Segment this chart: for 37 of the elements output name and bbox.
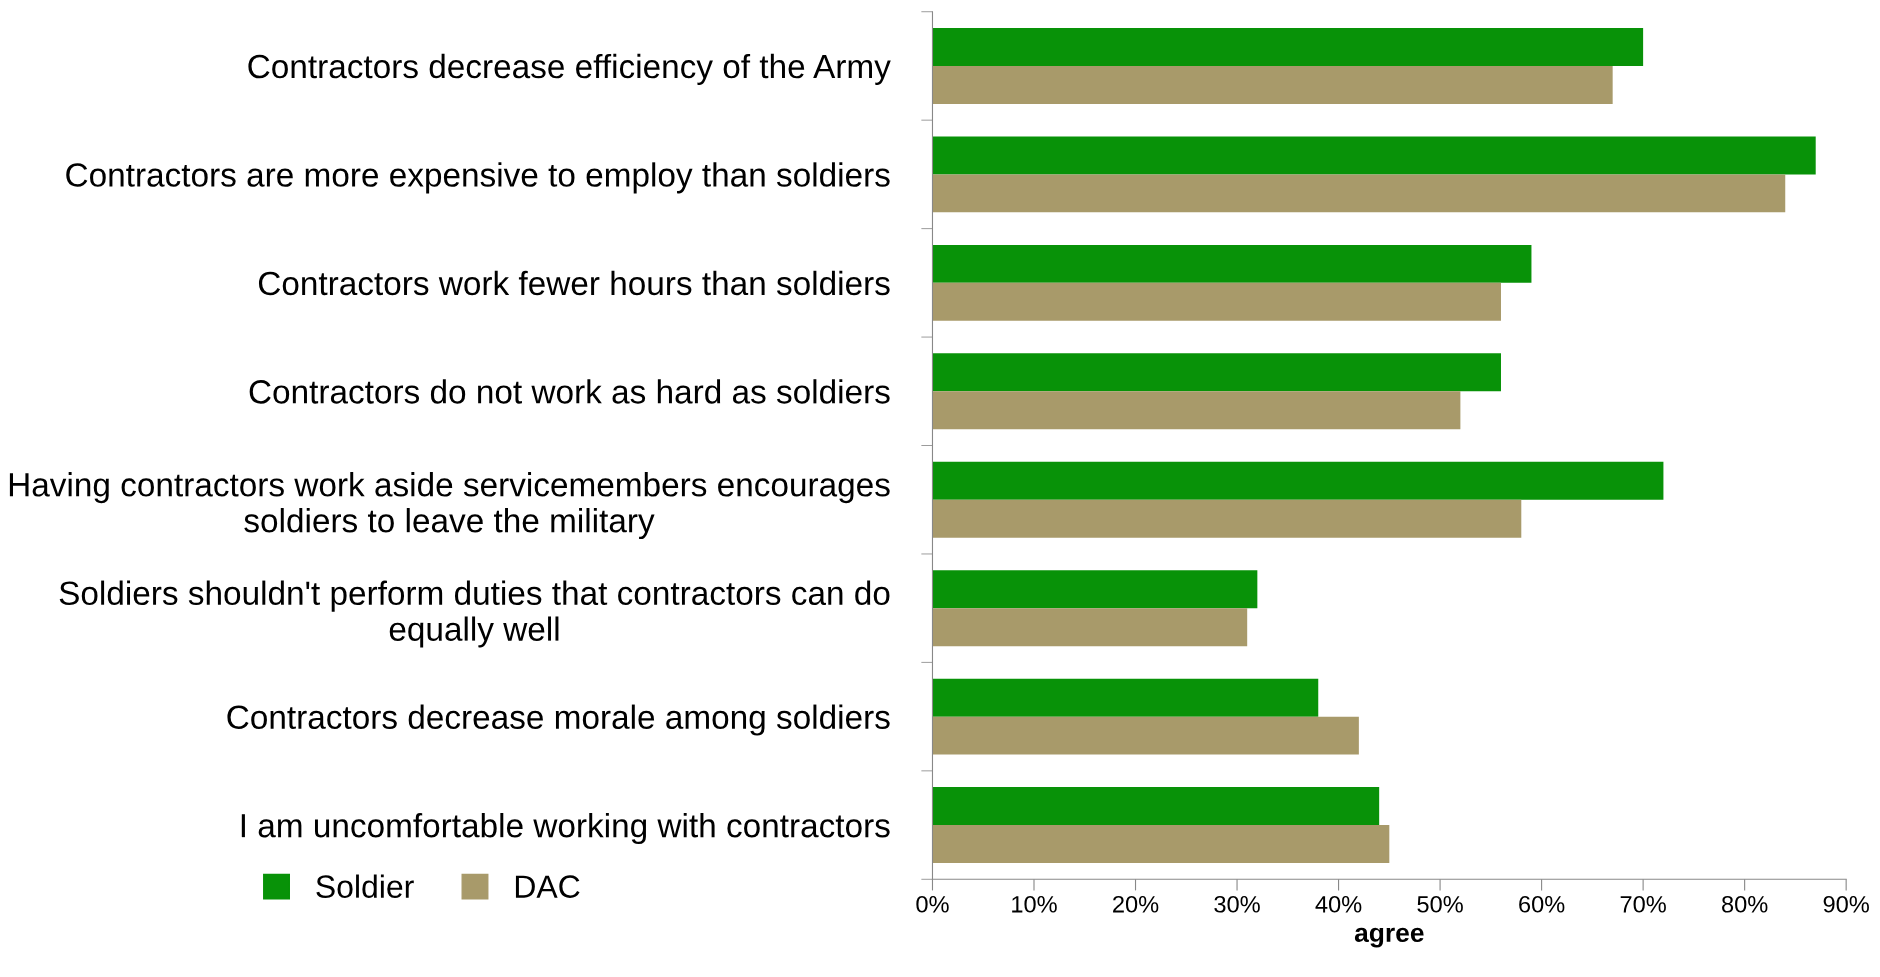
y-tick-label: Contractors decrease morale among soldiers bbox=[227, 704, 890, 736]
bar bbox=[932, 461, 1664, 500]
y-tick-label: Having contractors work aside servicemembers encourages soldiers to leave the military bbox=[9, 472, 890, 540]
bar bbox=[932, 716, 1359, 755]
bar bbox=[932, 353, 1501, 392]
bar bbox=[932, 678, 1319, 717]
legend-label: DAC bbox=[515, 875, 580, 898]
y-tick-label: I am uncomfortable working with contractors bbox=[241, 813, 890, 845]
x-tick-label: 90% bbox=[1823, 895, 1869, 913]
x-tick-label: 10% bbox=[1012, 895, 1057, 913]
legend-label: Soldier bbox=[316, 874, 414, 898]
bar bbox=[932, 27, 1644, 66]
bar bbox=[932, 136, 1816, 175]
x-tick-label: 0% bbox=[916, 895, 949, 913]
x-tick-label: 60% bbox=[1519, 895, 1565, 913]
y-tick-label: Contractors are more expensive to employ than soldiers bbox=[66, 162, 890, 194]
x-tick-label: 70% bbox=[1620, 895, 1666, 913]
bar bbox=[932, 244, 1532, 283]
y-tick-label: Contractors decrease efficiency of the Army bbox=[248, 53, 891, 85]
x-tick-label: 20% bbox=[1113, 895, 1159, 913]
bar bbox=[932, 825, 1390, 864]
bar bbox=[932, 174, 1786, 213]
bar bbox=[932, 282, 1501, 321]
x-tick-label: 30% bbox=[1214, 895, 1260, 913]
bar bbox=[932, 570, 1258, 609]
bar bbox=[932, 391, 1461, 430]
bar bbox=[932, 65, 1613, 104]
x-tick-label: 80% bbox=[1722, 895, 1768, 913]
bar bbox=[932, 608, 1248, 647]
y-tick-label: Contractors do not work as hard as soldiers bbox=[249, 379, 890, 404]
y-tick-label: Contractors work fewer hours than soldiers bbox=[258, 270, 890, 296]
bar bbox=[932, 787, 1380, 826]
x-tick-label: 40% bbox=[1315, 895, 1362, 913]
y-tick-label: Soldiers shouldn't perform duties that contractors can do equally well bbox=[59, 580, 890, 648]
bar bbox=[932, 499, 1522, 538]
x-axis-title: agree bbox=[1354, 927, 1424, 948]
x-tick-label: 50% bbox=[1417, 895, 1463, 913]
